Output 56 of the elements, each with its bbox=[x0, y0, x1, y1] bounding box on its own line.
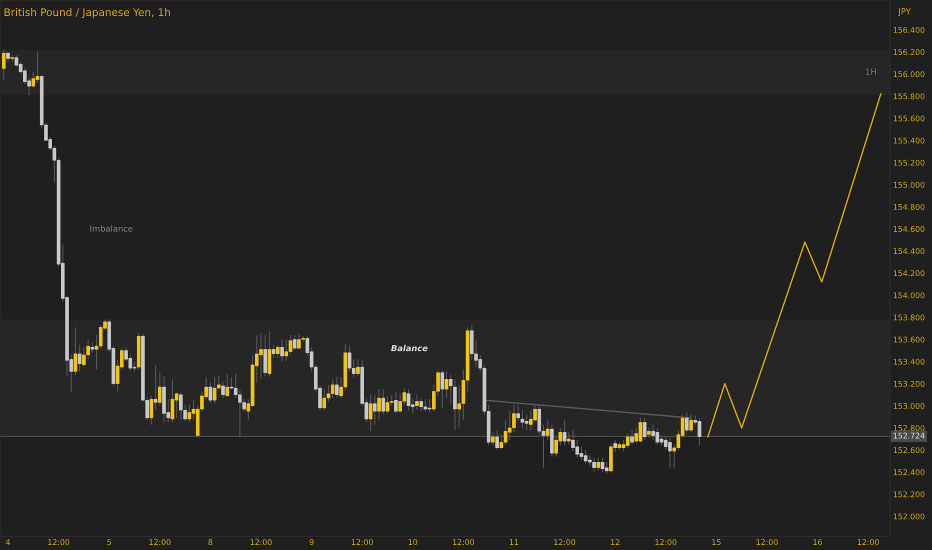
candlestick bbox=[381, 388, 386, 416]
candlestick bbox=[470, 324, 474, 360]
candlestick bbox=[520, 410, 524, 428]
candlestick bbox=[596, 457, 600, 472]
candlestick bbox=[98, 324, 103, 350]
band-label: 1H bbox=[866, 68, 876, 75]
candlestick bbox=[592, 457, 596, 473]
candlestick bbox=[453, 378, 457, 431]
candlestick bbox=[292, 334, 297, 350]
band-label: Balance bbox=[391, 344, 428, 352]
candlestick bbox=[31, 71, 36, 88]
candlestick bbox=[280, 338, 284, 362]
candlestick bbox=[284, 338, 288, 362]
line-series bbox=[707, 93, 882, 438]
candlestick bbox=[10, 54, 14, 62]
candlestick bbox=[415, 394, 419, 411]
candlestick bbox=[259, 332, 263, 380]
candlestick bbox=[158, 372, 162, 406]
candlestick bbox=[428, 398, 432, 413]
candlestick bbox=[2, 49, 6, 80]
candlestick bbox=[600, 457, 604, 473]
candlestick bbox=[524, 414, 528, 431]
candlestick bbox=[6, 51, 10, 62]
text: British Pound / Japanese Yen, 1h bbox=[4, 8, 170, 18]
candlestick bbox=[440, 370, 444, 409]
candlestick bbox=[622, 440, 626, 452]
candlestick bbox=[179, 392, 183, 421]
candlestick bbox=[322, 388, 326, 411]
candlestick bbox=[373, 394, 377, 426]
candlestick bbox=[36, 51, 40, 84]
candlestick bbox=[330, 378, 334, 399]
candlestick bbox=[154, 364, 158, 411]
candlestick bbox=[188, 404, 192, 423]
candlestick bbox=[272, 344, 276, 359]
candlestick bbox=[335, 376, 339, 399]
candlestick bbox=[368, 394, 372, 432]
candlestick bbox=[276, 344, 280, 359]
candlestick bbox=[90, 342, 94, 354]
candlestick bbox=[377, 388, 381, 421]
candlestick bbox=[394, 390, 398, 414]
candlestick bbox=[78, 344, 82, 372]
y-axis-title: JPY bbox=[898, 8, 911, 16]
candlestick bbox=[356, 358, 360, 376]
candlestick bbox=[263, 334, 268, 376]
candlestick bbox=[419, 397, 424, 412]
candlestick bbox=[297, 333, 301, 350]
annotation: Imbalance bbox=[90, 225, 133, 232]
candlestick bbox=[234, 373, 238, 399]
candlestick bbox=[604, 462, 609, 474]
candlestick bbox=[406, 388, 410, 411]
candlestick bbox=[225, 373, 230, 398]
candlestick bbox=[386, 395, 390, 414]
candlestick bbox=[170, 378, 174, 423]
candlestick bbox=[575, 440, 580, 458]
candlestick bbox=[424, 398, 428, 412]
candlestick bbox=[128, 354, 132, 371]
